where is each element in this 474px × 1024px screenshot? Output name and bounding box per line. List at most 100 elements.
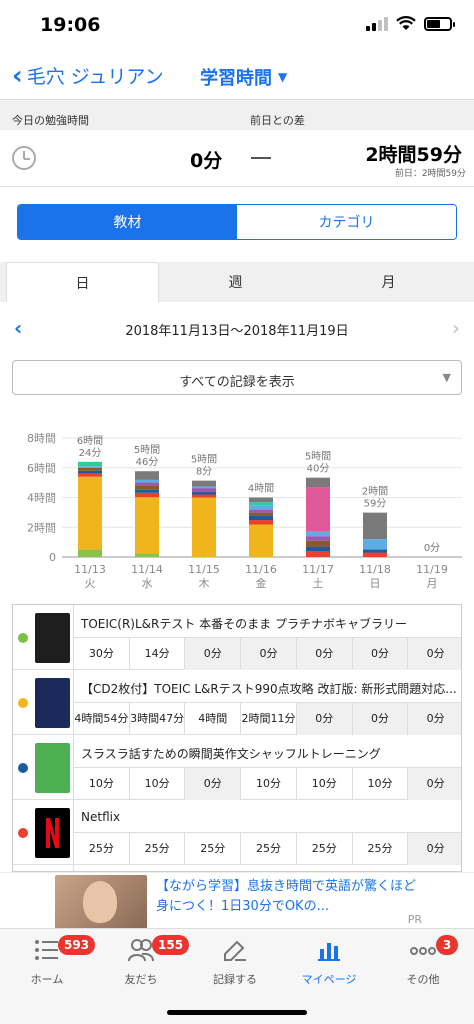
x-tick-date: 11/18 <box>359 563 391 576</box>
bar-segment <box>306 546 330 552</box>
tab-record[interactable]: 記録する <box>188 929 282 989</box>
segment-material[interactable]: 教材 <box>18 205 237 239</box>
bar-segment <box>363 552 387 557</box>
tab-week[interactable]: 週 <box>228 275 243 291</box>
cell-value: 0分 <box>259 646 278 660</box>
bar-segment <box>306 477 330 488</box>
bar-total-label: 6時間 <box>77 435 103 447</box>
bar-segment <box>249 502 273 506</box>
ad-text[interactable]: 【ながら学習】息抜き時間で英語が驚くほど身につく！1日30分でOKの... <box>156 879 417 914</box>
ad-banner[interactable]: 【ながら学習】息抜き時間で英語が驚くほど身につく！1日30分でOKの... PR <box>0 872 474 929</box>
material-cover-image <box>35 613 70 663</box>
cell-value: 0分 <box>315 646 334 660</box>
x-tick-date: 11/17 <box>302 563 334 576</box>
cell-value: 0分 <box>203 776 222 790</box>
tab-record-label: 記録する <box>213 973 257 986</box>
material-row[interactable]: Netflix 25分 25分 25分 25分 25分 25分 0分 <box>13 800 461 865</box>
bar-segment <box>135 485 159 490</box>
status-bar: 19:06 <box>0 0 474 50</box>
more-badge: 3 <box>436 935 458 955</box>
caret-down-icon: ▼ <box>442 371 451 384</box>
dash-separator <box>251 157 271 159</box>
bar-total-label: 5時間 <box>191 454 217 466</box>
wifi-icon <box>396 16 416 30</box>
study-summary: 今日の勉強時間 前日との差 0分 2時間59分 前日：2時間59分 <box>0 100 474 187</box>
cell-value: 0分 <box>370 646 389 660</box>
diff-time: 2時間59分 <box>365 144 462 166</box>
bar-total-label: 0分 <box>424 542 440 554</box>
segment-category[interactable]: カテゴリ <box>237 205 456 239</box>
tab-month[interactable]: 月 <box>381 275 396 291</box>
bar-total-label: 5時間 <box>305 451 331 463</box>
bar-segment <box>135 482 159 486</box>
y-tick-label: 2時間 <box>27 521 56 534</box>
tab-friends[interactable]: 155 友だち <box>94 929 190 989</box>
cell-value: 25分 <box>88 841 114 855</box>
next-week-arrow-icon[interactable]: › <box>451 316 460 340</box>
material-title: 【CD2枚付】TOEIC L&Rテスト990点攻略 改訂版: 新形式問題対応..… <box>81 682 457 696</box>
cell-value: 25分 <box>144 841 170 855</box>
material-title: Netflix <box>81 810 121 824</box>
bar-total-label: 5時間 <box>134 444 160 456</box>
tab-home[interactable]: 593 ホーム <box>0 929 96 989</box>
daily-time-cell: 0分 <box>351 703 408 735</box>
back-button[interactable]: ‹ 毛穴 ジュリアン <box>12 62 164 89</box>
daily-time-cells: 4時間 54分 3時間 47分 4時間 2時間 11分 0分 0分 0分 <box>73 702 461 735</box>
ad-pr-label: PR <box>407 913 422 926</box>
cell-value: 10分 <box>367 776 393 790</box>
bar-segment <box>363 539 387 550</box>
daily-time-cell: 10分 <box>128 768 185 800</box>
friends-icon <box>128 939 154 962</box>
bar-total-label: 40分 <box>307 463 330 475</box>
home-badge: 593 <box>58 935 96 955</box>
history-clock-icon <box>12 146 36 170</box>
cell-value: 4時間 <box>198 711 228 725</box>
bar-segment <box>135 497 159 554</box>
daily-time-cell: 0分 <box>407 703 461 735</box>
bar-segment <box>78 466 102 468</box>
bar-segment <box>192 497 216 557</box>
bar-segment <box>249 505 273 510</box>
cell-value: 0分 <box>426 841 445 855</box>
cell-value: 0分 <box>315 711 334 725</box>
material-row[interactable]: 【CD2枚付】TOEIC L&Rテスト990点攻略 改訂版: 新形式問題対応..… <box>13 670 461 735</box>
cell-value: 0分 <box>426 711 445 725</box>
x-tick-day: 金 <box>256 576 267 590</box>
daily-time-cell: 2時間 11分 <box>240 703 296 735</box>
material-row[interactable]: TOEIC(R)L&Rテスト 本番そのまま プラチナボキャブラリー 30分 14分 0… <box>13 605 461 670</box>
date-range-text: 2018年11月13日〜2018年11月19日 <box>125 324 349 339</box>
x-tick-date: 11/16 <box>245 563 277 576</box>
daily-time-cell: 25分 <box>351 833 408 865</box>
material-row[interactable]: スラスラ話すための瞬間英作文シャッフルトレーニング 10分 10分 0分 10分 10分 1… <box>13 735 461 800</box>
cell-value: 0分 <box>426 776 445 790</box>
date-range-row: ‹ 2018年11月13日〜2018年11月19日 › <box>0 302 474 352</box>
y-tick-label: 6時間 <box>27 462 56 475</box>
daily-time-cell: 4時間 54分 <box>73 703 129 735</box>
daily-time-cell: 10分 <box>73 768 129 800</box>
tab-day[interactable]: 日 <box>6 262 159 302</box>
list-divider <box>73 605 74 871</box>
bar-segment <box>135 492 159 498</box>
cell-value: 0分 <box>370 711 389 725</box>
ad-image[interactable] <box>55 875 147 929</box>
previous-week-arrow-icon[interactable]: ‹ <box>14 316 23 340</box>
bar-segment <box>78 467 102 471</box>
x-tick-date: 11/13 <box>74 563 106 576</box>
study-time-chart: 0 2時間 4時間 6時間 8時間 6時間 24分 11/13 火 5時間 46分 11/14 水 5時間… <box>0 420 474 600</box>
more-dots-icon <box>410 947 436 955</box>
bar-segment <box>135 479 159 483</box>
list-icon <box>35 940 58 960</box>
bottom-tab-bar: 593 ホーム 155 友だち 記録する マイページ <box>0 928 474 1024</box>
page-title-dropdown[interactable]: 学習時間 ▼ <box>200 64 287 90</box>
bar-segment <box>249 515 273 521</box>
bar-segment <box>249 497 273 503</box>
cell-value: 54分 <box>103 711 129 725</box>
tab-more[interactable]: 3 その他 <box>376 929 470 989</box>
home-indicator <box>167 1010 307 1015</box>
material-cover-image <box>35 743 70 793</box>
cell-value: 10分 <box>256 776 282 790</box>
daily-time-cell: 4時間 <box>184 703 240 735</box>
records-filter-select[interactable]: すべての記録を表示 ▼ <box>12 360 462 395</box>
tab-mypage[interactable]: マイページ <box>282 929 376 989</box>
bar-segment <box>192 488 216 493</box>
